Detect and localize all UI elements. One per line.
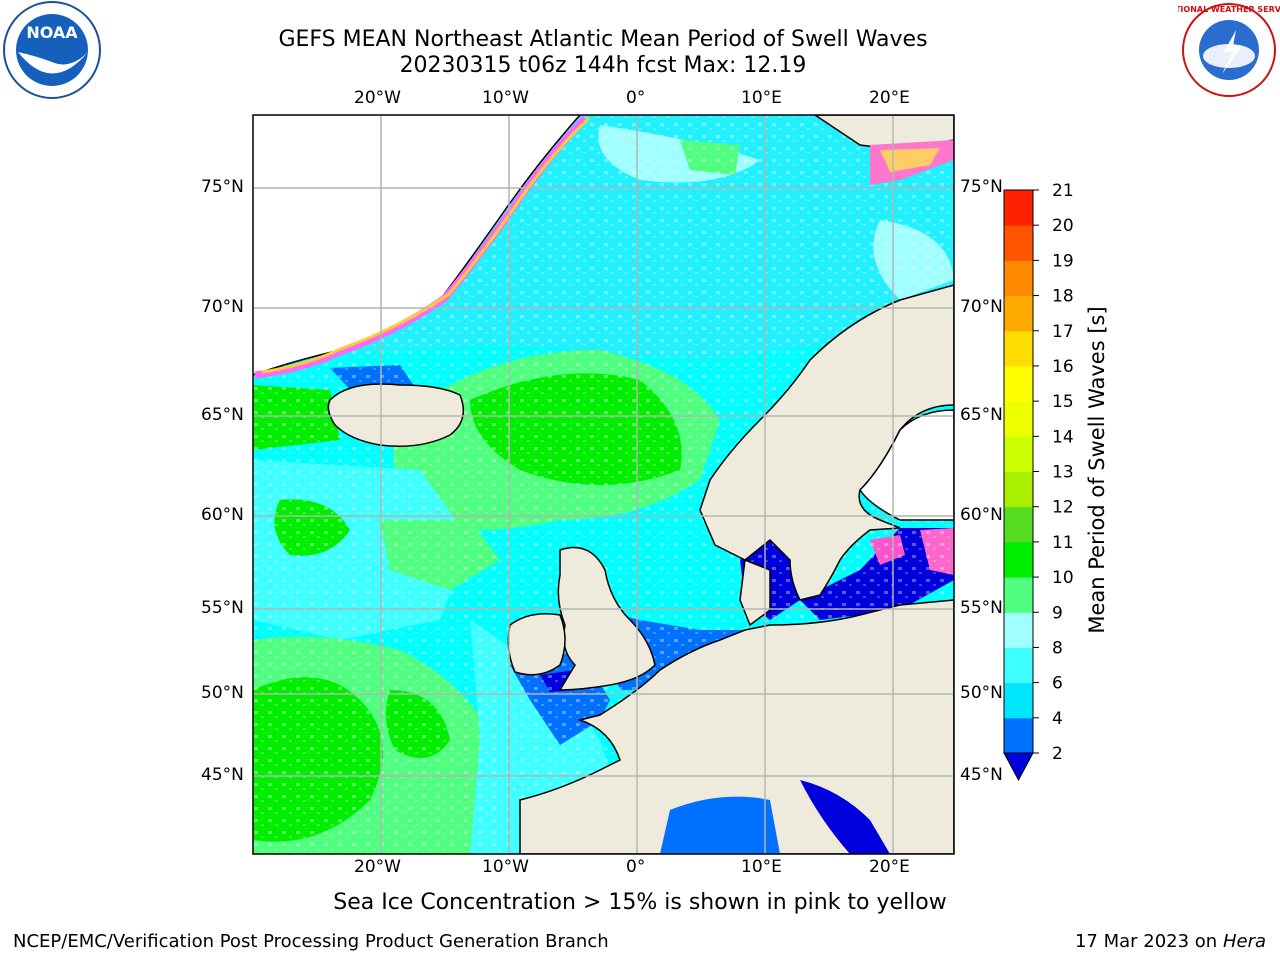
adriatic [800, 780, 890, 854]
colorbar-tick-label: 12 [1052, 498, 1074, 518]
lat-left-60n: 60°N [201, 505, 244, 525]
colorbar-segment [1004, 717, 1033, 754]
lat-left-65n: 65°N [201, 405, 244, 425]
continent [519, 599, 954, 854]
footer-organization: NCEP/EMC/Verification Post Processing Pr… [13, 931, 609, 952]
colorbar-title: Mean Period of Swell Waves [s] [1085, 306, 1109, 634]
nws-logo: NATIONAL WEATHER SERVICE [1178, 3, 1280, 97]
nws-logo-text: NATIONAL WEATHER SERVICE [1178, 5, 1280, 14]
lon-bottom-0: 0° [626, 857, 646, 877]
colorbar-tick-label: 18 [1052, 287, 1074, 307]
lon-bottom-20e: 20°E [869, 857, 910, 877]
lon-top-0: 0° [626, 88, 646, 108]
colorbar-segment [1004, 577, 1033, 613]
graticule [253, 115, 954, 854]
colorbar-tick-label: 14 [1052, 427, 1074, 447]
greenland-ice [253, 115, 580, 375]
lat-left-45n: 45°N [201, 765, 244, 785]
lat-right-75n: 75°N [960, 177, 1003, 197]
colorbar-tick-label: 16 [1052, 357, 1074, 377]
lon-bottom-10e: 10°E [741, 857, 782, 877]
colorbar-segment [1004, 190, 1033, 226]
colorbar-tick-label: 19 [1052, 251, 1074, 271]
colorbar-segment [1004, 436, 1033, 472]
colorbar-segment [1004, 471, 1033, 508]
noaa-logo: NOAA [3, 1, 101, 99]
colorbar-segment [1004, 295, 1033, 332]
sea-ice-note: Sea Ice Concentration > 15% is shown in … [333, 890, 947, 915]
chart-title: GEFS MEAN Northeast Atlantic Mean Period… [278, 27, 928, 52]
footer-date-text: 17 Mar 2023 on [1074, 931, 1218, 952]
colorbar-tick-label: 11 [1052, 533, 1074, 553]
colorbar-segment [1004, 506, 1033, 543]
colorbar-tick-label: 2 [1052, 744, 1063, 764]
lat-left-75n: 75°N [201, 177, 244, 197]
lon-bottom-20w: 20°W [354, 857, 401, 877]
colorbar-tick-label: 13 [1052, 463, 1074, 483]
colorbar-tick-label: 9 [1052, 603, 1063, 623]
map-field [253, 115, 954, 854]
lon-top-10w: 10°W [482, 88, 529, 108]
colorbar-tick-label: 15 [1052, 392, 1074, 412]
ice-barents-yellow [880, 148, 940, 172]
colorbar: 2 4 6 8 9 10 11 12 13 14 15 16 17 18 19 20 21 [1003, 181, 1074, 782]
colorbar-segment [1004, 682, 1033, 719]
colorbar-segment [1004, 612, 1033, 648]
colorbar-segment [1004, 401, 1033, 437]
colorbar-segment [1004, 225, 1033, 261]
ice-edge-greenland-yellow [261, 116, 591, 374]
chart-subtitle: 20230315 t06z 144h fcst Max: 12.19 [399, 53, 807, 78]
lat-right-65n: 65°N [960, 405, 1003, 425]
colorbar-segment [1004, 365, 1033, 402]
great-britain [557, 546, 656, 691]
lon-top-20w: 20°W [354, 88, 401, 108]
lon-bottom-10w: 10°W [482, 857, 529, 877]
lon-top-10e: 10°E [741, 88, 782, 108]
colorbar-segment [1004, 647, 1033, 684]
finland-ice [859, 409, 954, 521]
footer-date: 17 Mar 2023 on Hera [1075, 931, 1266, 952]
colorbar-tick-label: 10 [1052, 568, 1074, 588]
lat-right-45n: 45°N [960, 765, 1003, 785]
colorbar-tick-label: 20 [1052, 216, 1074, 236]
lat-left-55n: 55°N [201, 598, 244, 618]
iceland [327, 383, 465, 447]
lon-top-20e: 20°E [869, 88, 910, 108]
lat-right-55n: 55°N [960, 598, 1003, 618]
colorbar-segment [1004, 541, 1033, 578]
footer-host: Hera [1222, 931, 1266, 952]
map-frame [252, 114, 955, 855]
colorbar-tick-label: 17 [1052, 322, 1074, 342]
lat-right-70n: 70°N [960, 297, 1003, 317]
colorbar-tick-label: 4 [1052, 709, 1063, 729]
lat-right-60n: 60°N [960, 505, 1003, 525]
lat-right-50n: 50°N [960, 683, 1003, 703]
colorbar-underflow-arrow [1003, 752, 1034, 782]
colorbar-tick-label: 8 [1052, 638, 1063, 658]
colorbar-tick-label: 21 [1052, 181, 1074, 201]
ireland [507, 613, 566, 676]
colorbar-segment [1004, 330, 1033, 367]
noaa-logo-text: NOAA [26, 23, 78, 42]
colorbar-segment [1004, 260, 1033, 297]
land [253, 115, 954, 854]
colorbar-tick-label: 6 [1052, 674, 1063, 694]
mediterranean-west [660, 796, 780, 854]
lat-left-50n: 50°N [201, 683, 244, 703]
lat-left-70n: 70°N [201, 297, 244, 317]
